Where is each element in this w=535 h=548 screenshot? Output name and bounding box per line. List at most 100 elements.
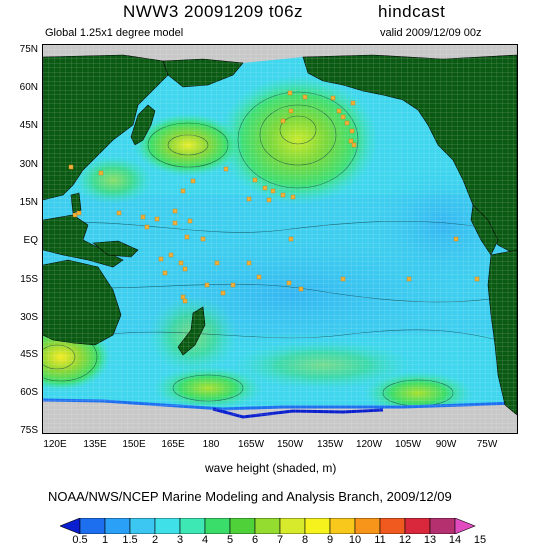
lat-label: EQ [23, 235, 38, 246]
lon-label: 135E [83, 439, 107, 450]
colorbar-label: 10 [348, 534, 362, 546]
colorbar-label: 9 [326, 534, 334, 546]
buoy-marker [162, 270, 168, 276]
colorbar-label: 8 [301, 534, 309, 546]
buoy-marker [98, 170, 104, 176]
colorbar-label: 11 [374, 534, 386, 546]
buoy-marker [184, 234, 190, 240]
buoy-marker [349, 128, 355, 134]
lat-label: 60S [20, 387, 38, 398]
buoy-marker [262, 185, 268, 191]
buoy-marker [453, 236, 459, 242]
colorbar-swatch [429, 518, 456, 534]
colorbar-swatch [304, 518, 331, 534]
buoy-marker [172, 220, 178, 226]
colorbar-swatch [279, 518, 306, 534]
buoy-marker [298, 286, 304, 292]
buoy-marker [340, 114, 346, 120]
buoy-marker [178, 260, 184, 266]
colorbar-swatch [154, 518, 181, 534]
buoy-marker [76, 210, 82, 216]
buoy-marker [348, 138, 354, 144]
colorbar-swatch [204, 518, 231, 534]
colorbar-max-arrow [454, 518, 476, 534]
lon-label: 90W [435, 439, 457, 450]
buoy-marker [286, 280, 292, 286]
colorbar-label: 12 [398, 534, 412, 546]
buoy-marker [350, 100, 356, 106]
colorbar-label: 0.5 [72, 534, 88, 546]
run-type-label: hindcast [378, 2, 446, 21]
colorbar-swatch [229, 518, 256, 534]
buoy-marker [172, 208, 178, 214]
lat-label: 30S [20, 312, 38, 323]
colorbar-label: 6 [251, 534, 259, 546]
buoy-marker [220, 290, 226, 296]
colorbar-label: 7 [276, 534, 284, 546]
buoy-marker [280, 118, 286, 124]
buoy-marker [288, 108, 294, 114]
lon-label: 105W [394, 439, 422, 450]
model-description: Global 1.25x1 degree model [45, 27, 184, 39]
buoy-marker [256, 274, 262, 280]
lon-label: 120E [43, 439, 67, 450]
buoy-marker [140, 214, 146, 220]
buoy-marker [190, 178, 196, 184]
buoy-marker [200, 236, 206, 242]
buoy-marker [144, 224, 150, 230]
lat-label: 45S [20, 349, 38, 360]
colorbar-label: 1 [101, 534, 109, 546]
lat-label: 60N [19, 82, 38, 93]
colorbar-label: 14 [448, 534, 462, 546]
lat-label: 75N [19, 44, 38, 55]
buoy-marker [266, 197, 272, 203]
buoy-marker [246, 260, 252, 266]
buoy-marker [302, 94, 308, 100]
buoy-marker [182, 298, 188, 304]
buoy-marker [154, 216, 160, 222]
lon-label: 165W [237, 439, 265, 450]
colorbar-swatch [129, 518, 156, 534]
lon-label: 150E [122, 439, 146, 450]
buoy-marker [340, 276, 346, 282]
colorbar-swatch [404, 518, 431, 534]
buoy-marker [187, 218, 193, 224]
lon-label: 150W [276, 439, 304, 450]
lon-label: 135W [316, 439, 344, 450]
buoy-marker [246, 196, 252, 202]
credit-line: NOAA/NWS/NCEP Marine Modeling and Analys… [48, 489, 452, 504]
colorbar [60, 518, 476, 534]
buoy-marker [72, 212, 78, 218]
buoy-marker [406, 276, 412, 282]
buoy-marker [287, 90, 293, 96]
buoy-marker [158, 256, 164, 262]
buoy-marker [168, 252, 174, 258]
buoy-marker [270, 188, 276, 194]
buoy-marker [290, 194, 296, 200]
lon-label: 75W [476, 439, 498, 450]
buoy-marker [180, 294, 186, 300]
lat-label: 15S [20, 274, 38, 285]
colorbar-swatch [379, 518, 406, 534]
colorbar-label: 1.5 [122, 534, 138, 546]
colorbar-swatch [254, 518, 281, 534]
lon-label: 180 [202, 439, 220, 450]
colorbar-label: 3 [176, 534, 184, 546]
buoy-marker [116, 210, 122, 216]
buoy-marker [214, 260, 220, 266]
buoy-marker [288, 236, 294, 242]
colorbar-label: 15 [473, 534, 487, 546]
buoy-marker [223, 166, 229, 172]
colorbar-swatch [179, 518, 206, 534]
colorbar-swatch [79, 518, 106, 534]
map-title: NWW3 20091209 t06z [123, 2, 304, 21]
lat-label: 15N [19, 197, 38, 208]
buoy-marker [182, 266, 188, 272]
buoy-marker [180, 188, 186, 194]
colorbar-swatch [329, 518, 356, 534]
lat-label: 45N [19, 120, 38, 131]
buoy-marker [474, 276, 480, 282]
colorbar-label: 4 [201, 534, 209, 546]
buoy-marker [204, 282, 210, 288]
valid-time: valid 2009/12/09 00z [380, 27, 482, 39]
